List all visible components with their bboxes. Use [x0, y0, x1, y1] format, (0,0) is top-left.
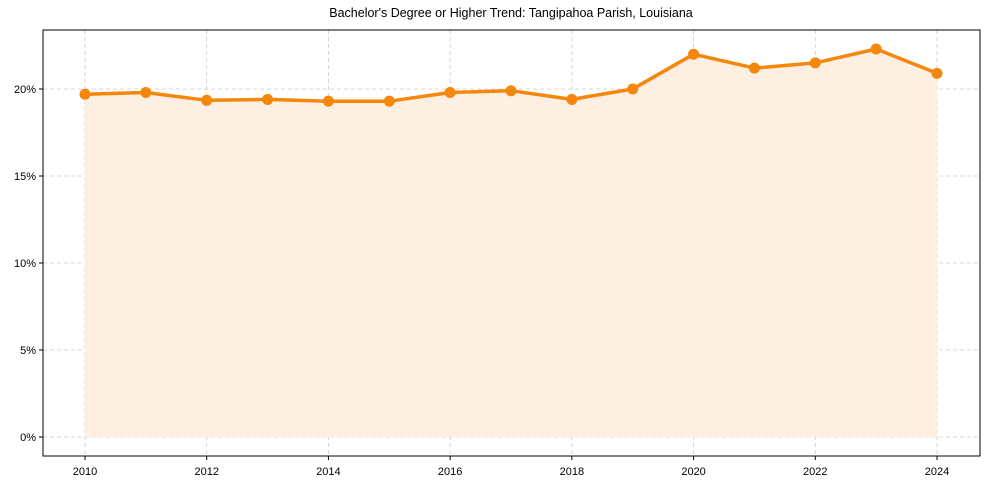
data-point: [566, 93, 578, 105]
x-tick-label: 2022: [803, 466, 827, 478]
data-point: [627, 83, 639, 95]
data-point: [688, 48, 700, 60]
x-tick-label: 2010: [73, 466, 97, 478]
y-axis: 0% 5% 10% 15% 20%: [14, 84, 43, 444]
y-tick-label: 5%: [20, 345, 36, 357]
x-tick-label: 2016: [438, 466, 462, 478]
data-point: [262, 93, 274, 105]
data-point: [201, 94, 213, 106]
y-tick-label: 0%: [20, 432, 36, 444]
y-tick-label: 15%: [14, 171, 36, 183]
data-point: [809, 57, 821, 69]
x-tick-label: 2020: [681, 466, 705, 478]
data-point: [140, 86, 152, 98]
area-fill: [85, 49, 937, 437]
data-point: [444, 86, 456, 98]
data-point: [505, 85, 517, 97]
x-tick-label: 2018: [560, 466, 584, 478]
data-point: [322, 95, 334, 107]
x-tick-label: 2024: [925, 466, 949, 478]
x-tick-label: 2012: [194, 466, 218, 478]
data-point: [748, 62, 760, 74]
axes-frame: [42, 29, 981, 457]
x-tick-label: 2014: [316, 466, 340, 478]
data-point: [931, 67, 943, 79]
data-markers: [79, 43, 943, 107]
y-tick-label: 10%: [14, 258, 36, 270]
data-point: [79, 88, 91, 100]
data-point: [870, 43, 882, 55]
chart-title: Bachelor's Degree or Higher Trend: Tangi…: [329, 6, 693, 20]
data-point: [383, 95, 395, 107]
x-axis: 2010 2012 2014 2016 2018 2020 2022 2024: [73, 456, 949, 478]
y-tick-label: 20%: [14, 84, 36, 96]
